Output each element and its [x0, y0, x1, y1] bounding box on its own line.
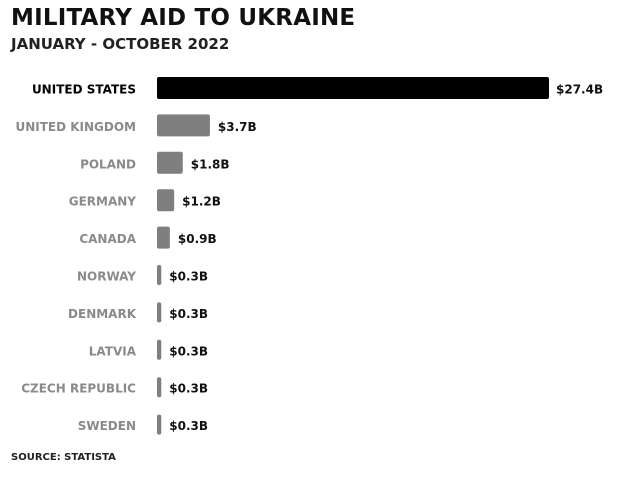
- chart-source: SOURCE: STATISTA: [11, 452, 116, 463]
- value-label: $1.2B: [182, 195, 221, 209]
- category-label: NORWAY: [77, 270, 136, 284]
- bar: [157, 265, 162, 285]
- category-label: GERMANY: [69, 195, 137, 209]
- value-label: $0.3B: [169, 270, 208, 284]
- category-label: UNITED KINGDOM: [15, 120, 136, 134]
- chart-title: MILITARY AID TO UKRAINE: [11, 5, 356, 31]
- value-label: $1.8B: [191, 157, 230, 171]
- category-label: POLAND: [80, 157, 136, 171]
- bar: [157, 77, 549, 99]
- value-label: $3.7B: [218, 120, 257, 134]
- value-label: $27.4B: [556, 83, 603, 97]
- bar: [157, 339, 162, 360]
- category-label: DENMARK: [68, 307, 137, 321]
- value-label: $0.3B: [169, 419, 208, 433]
- value-label: $0.3B: [169, 344, 208, 358]
- category-label: LATVIA: [89, 344, 137, 358]
- chart-subtitle: JANUARY - OCTOBER 2022: [11, 35, 230, 53]
- bar: [157, 226, 170, 249]
- category-label: CANADA: [79, 232, 136, 246]
- bar: [157, 189, 175, 212]
- bar: [157, 302, 162, 323]
- bar: [157, 114, 210, 137]
- category-label: CZECH REPUBLIC: [21, 382, 136, 396]
- category-label: UNITED STATES: [32, 83, 136, 97]
- bar: [157, 151, 183, 174]
- value-label: $0.9B: [178, 232, 217, 246]
- bar: [157, 414, 162, 435]
- value-label: $0.3B: [169, 307, 208, 321]
- value-label: $0.3B: [169, 382, 208, 396]
- category-label: SWEDEN: [78, 419, 136, 433]
- bar: [157, 377, 162, 398]
